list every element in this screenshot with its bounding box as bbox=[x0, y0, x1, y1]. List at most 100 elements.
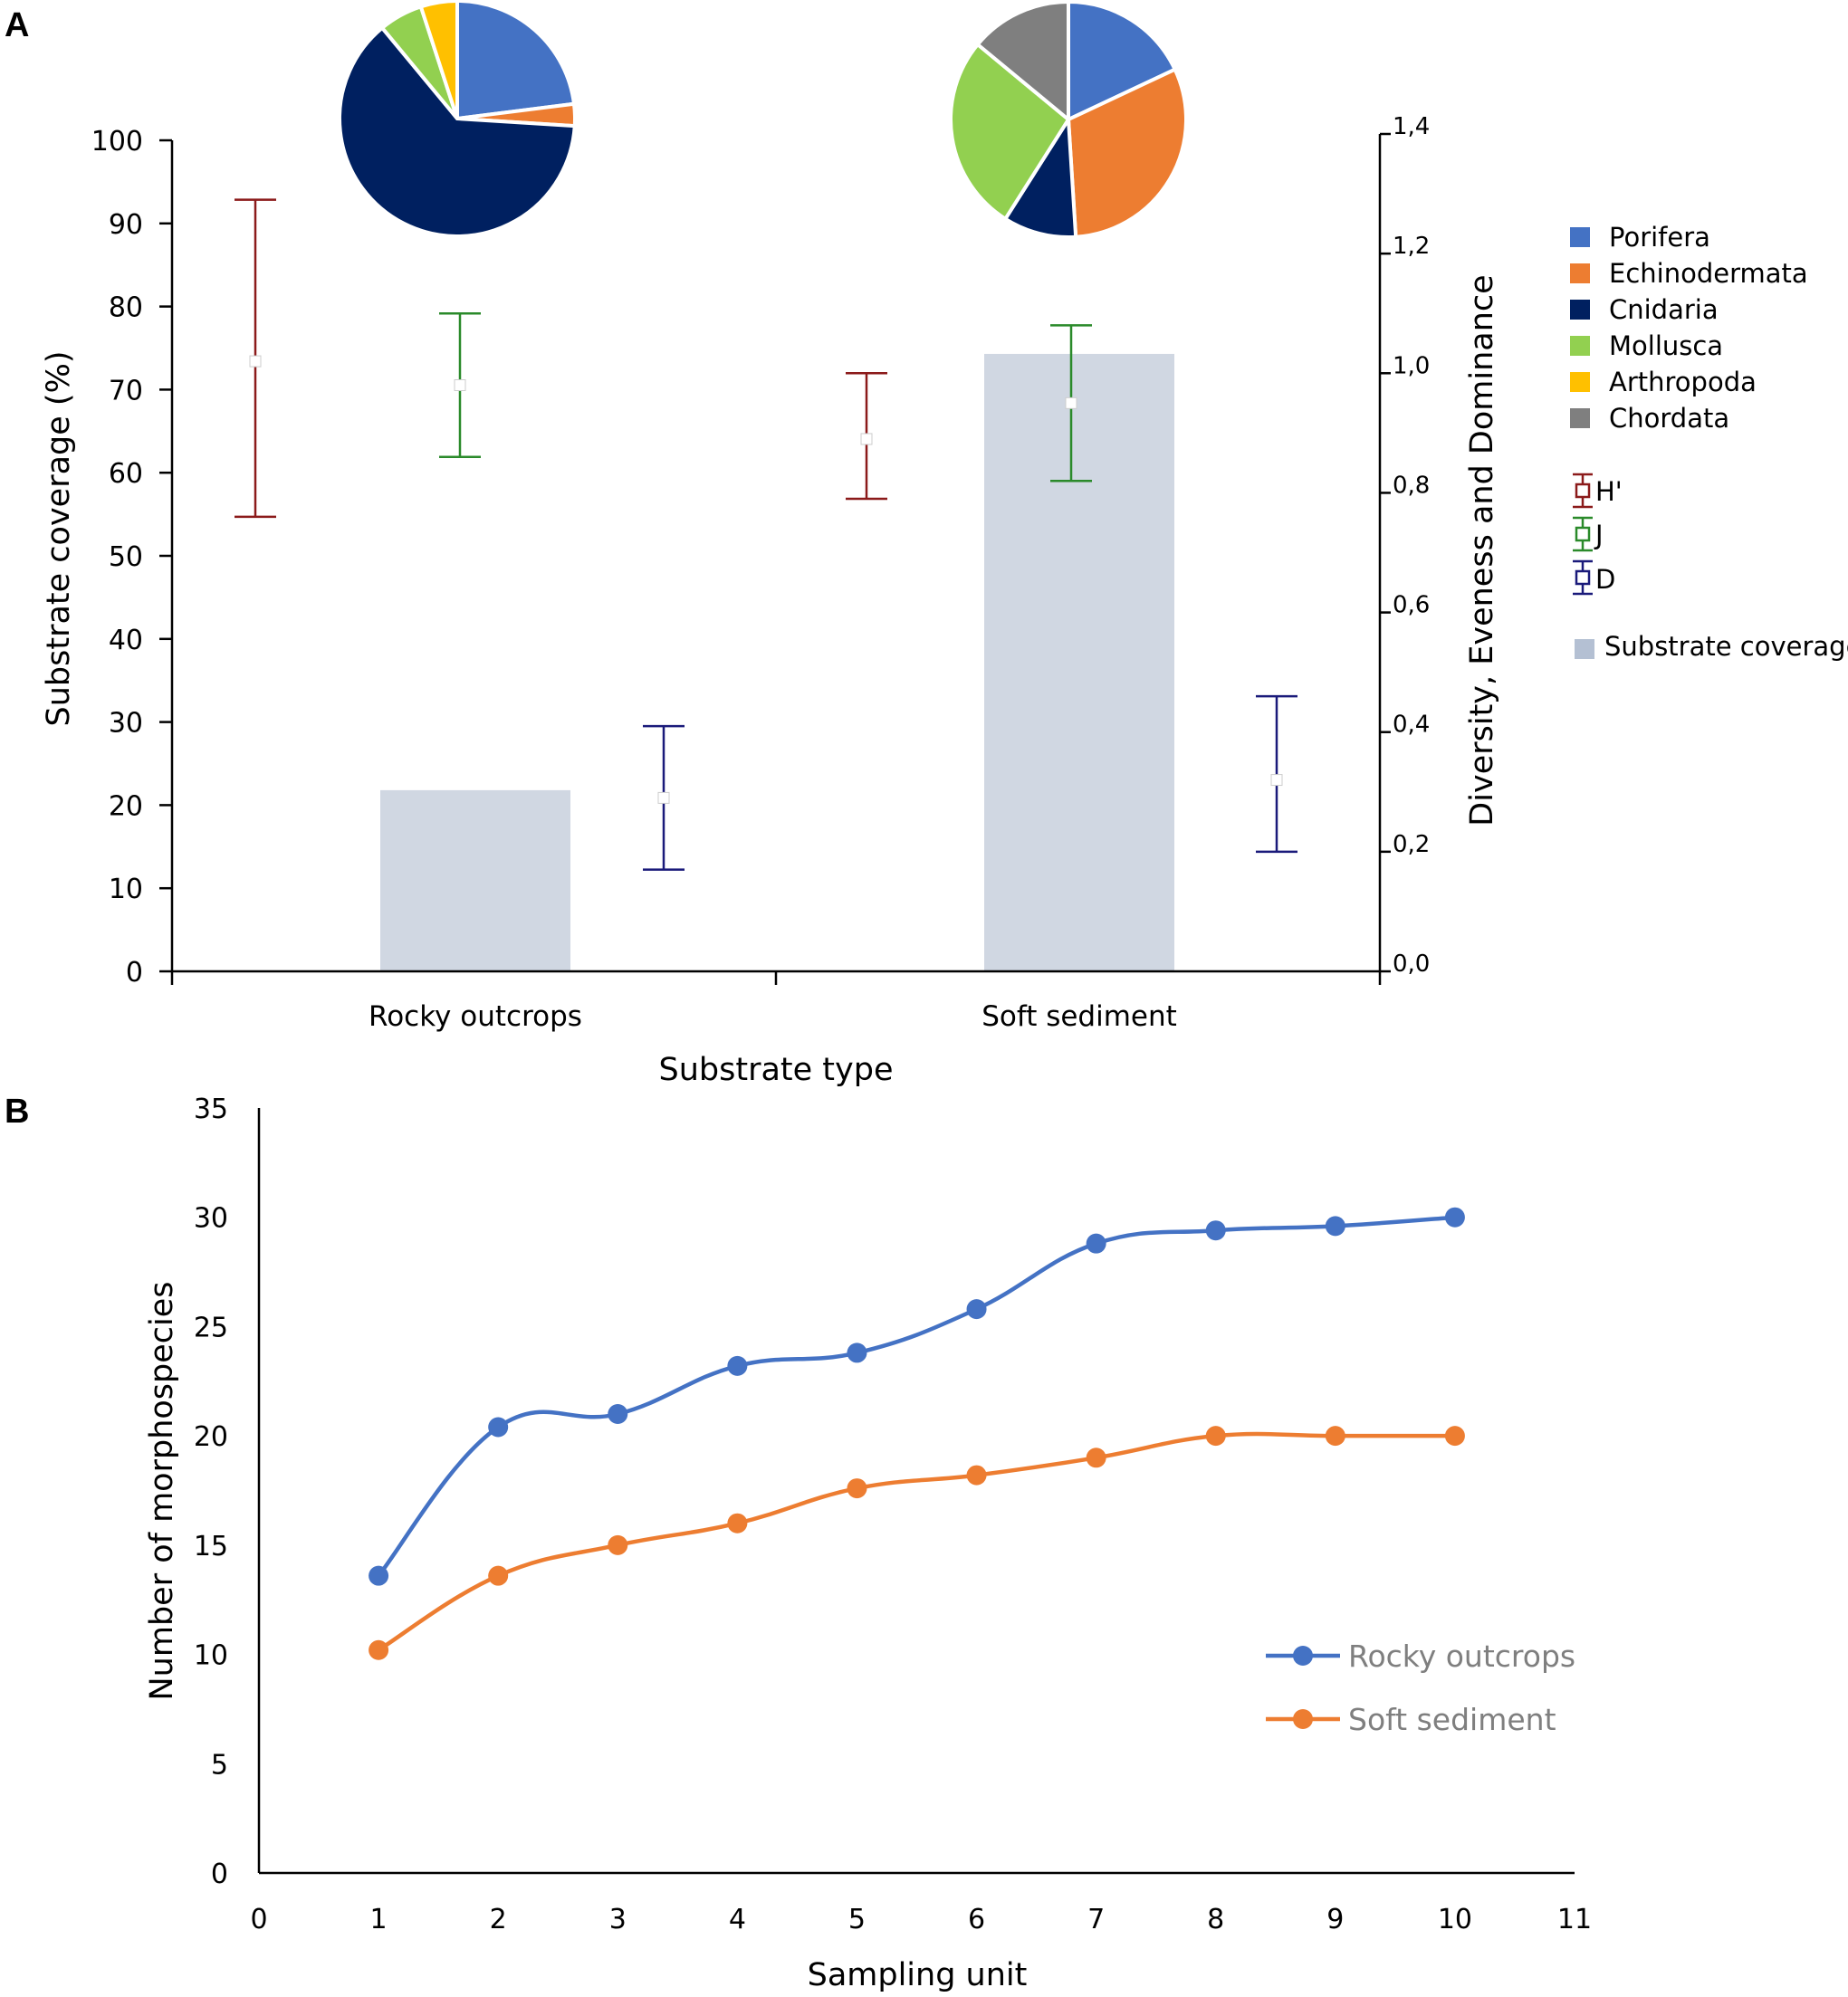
x-axis-title-a: Substrate type bbox=[659, 1052, 894, 1088]
point-rocky-outcrops bbox=[369, 1565, 389, 1586]
pie-slice-porifera bbox=[1067, 0, 1178, 123]
legend-label-j: J bbox=[1594, 520, 1604, 550]
point-soft-sediment bbox=[1205, 1426, 1226, 1447]
legend-item-porifera: Porifera bbox=[1570, 222, 1710, 253]
point-soft-sediment bbox=[369, 1639, 389, 1660]
b-y-tick-label: 30 bbox=[194, 1203, 228, 1235]
line-soft-sediment bbox=[377, 1431, 1455, 1652]
legend-label: Arthropoda bbox=[1609, 367, 1757, 397]
point-rocky-outcrops bbox=[1444, 1207, 1465, 1228]
b-x-tick-label: 3 bbox=[609, 1904, 627, 1935]
errorbar-h-rocky-outcrops bbox=[235, 198, 276, 519]
b-x-tick-label: 4 bbox=[729, 1904, 746, 1935]
errorbar-mean-marker bbox=[657, 791, 670, 804]
point-soft-sediment bbox=[1086, 1448, 1106, 1468]
legend-swatch bbox=[1570, 227, 1590, 247]
left-y-tick-label: 100 bbox=[91, 126, 143, 158]
point-rocky-outcrops bbox=[1205, 1220, 1226, 1241]
left-y-ticks: 0 10 20 30 40 50 60 70 80 90 100 bbox=[91, 126, 172, 989]
legend-swatch bbox=[1570, 408, 1590, 428]
legend-label: Mollusca bbox=[1609, 330, 1723, 361]
left-y-tick-label: 50 bbox=[109, 541, 143, 573]
errorbar-j-soft-sediment bbox=[1050, 324, 1092, 483]
b-y-ticks: 0 5 10 15 20 25 30 35 bbox=[194, 1094, 228, 1890]
bar-rocky-outcrops bbox=[380, 789, 570, 971]
b-y-tick-label: 0 bbox=[211, 1858, 228, 1890]
point-rocky-outcrops bbox=[1086, 1233, 1106, 1254]
legend-soft-marker bbox=[1293, 1709, 1313, 1729]
b-y-tick-label: 25 bbox=[194, 1312, 228, 1343]
point-rocky-outcrops bbox=[847, 1342, 867, 1363]
legend-d-marker bbox=[1575, 569, 1591, 586]
point-soft-sediment bbox=[1325, 1426, 1345, 1447]
point-soft-sediment bbox=[608, 1534, 628, 1555]
point-rocky-outcrops bbox=[1325, 1216, 1345, 1237]
legend-item-j: J bbox=[1573, 516, 1604, 552]
point-soft-sediment bbox=[966, 1465, 987, 1486]
legend-item-h: H' bbox=[1573, 473, 1623, 509]
pie-legend: Porifera Echinodermata Cnidaria Mollusca Art… bbox=[1570, 222, 1808, 434]
legend-item-arthropoda: Arthropoda bbox=[1570, 367, 1757, 397]
legend-label: Cnidaria bbox=[1609, 294, 1719, 325]
panel-b-label: B bbox=[5, 1093, 29, 1131]
point-soft-sediment bbox=[488, 1565, 509, 1586]
legend-item-d: D bbox=[1573, 559, 1615, 596]
left-y-tick-label: 30 bbox=[109, 708, 143, 740]
left-y-tick-label: 90 bbox=[109, 209, 143, 241]
right-y-tick-label: 1,4 bbox=[1393, 113, 1430, 140]
b-x-tick-label: 9 bbox=[1326, 1904, 1344, 1935]
pie-slice-arthropoda bbox=[418, 0, 459, 119]
legend-substrate-swatch bbox=[1575, 639, 1594, 659]
pie-rocky-outcrops bbox=[338, 0, 577, 238]
left-y-tick-label: 40 bbox=[109, 625, 143, 656]
legend-label: Echinodermata bbox=[1609, 258, 1808, 289]
legend-rocky-marker bbox=[1293, 1646, 1313, 1666]
pie-slice-chordata bbox=[975, 0, 1070, 124]
b-y-tick-label: 20 bbox=[194, 1421, 228, 1453]
legend-item-echinodermata: Echinodermata bbox=[1570, 258, 1808, 289]
point-rocky-outcrops bbox=[608, 1404, 628, 1424]
pie-slice-mollusca bbox=[949, 42, 1071, 222]
point-soft-sediment bbox=[847, 1478, 867, 1499]
left-y-tick-label: 10 bbox=[109, 874, 143, 905]
b-x-tick-label: 11 bbox=[1557, 1904, 1592, 1935]
point-rocky-outcrops bbox=[488, 1417, 509, 1438]
point-rocky-outcrops bbox=[966, 1299, 987, 1320]
legend-h-marker bbox=[1575, 483, 1591, 499]
legend-item-cnidaria: Cnidaria bbox=[1570, 294, 1719, 325]
b-x-tick-label: 10 bbox=[1438, 1904, 1472, 1935]
errorbar-mean-marker bbox=[249, 355, 262, 368]
pie-soft-sediment bbox=[949, 0, 1188, 239]
b-x-tick-label: 5 bbox=[848, 1904, 866, 1935]
y-axis-title-b: Number of morphospecies bbox=[144, 1281, 180, 1700]
legend-swatch bbox=[1570, 263, 1590, 283]
right-y-tick-label: 0,8 bbox=[1393, 472, 1430, 499]
legend-item-chordata: Chordata bbox=[1570, 403, 1729, 434]
panel-a-plot: 0 10 20 30 40 50 60 70 80 90 100 0,0 0,2 0,4 0,6 0,8 1,… bbox=[41, 0, 1500, 1088]
errorbar-mean-marker bbox=[1270, 774, 1283, 787]
errorbar-h-soft-sediment bbox=[846, 372, 887, 501]
pie-slice-echinodermata bbox=[1066, 66, 1188, 239]
bar-soft-sediment bbox=[984, 353, 1174, 971]
legend-item-substrate-coverage: Substrate coverage bbox=[1575, 631, 1848, 662]
errorbar-d-soft-sediment bbox=[1256, 694, 1297, 854]
y-axis-title-left: Substrate coverage (%) bbox=[41, 351, 77, 727]
b-x-tick-label: 6 bbox=[968, 1904, 985, 1935]
legend-label: Porifera bbox=[1609, 222, 1710, 253]
right-y-tick-label: 0,6 bbox=[1393, 592, 1430, 619]
b-x-tick-label: 0 bbox=[250, 1904, 267, 1935]
right-y-tick-label: 1,0 bbox=[1393, 352, 1430, 379]
pie-slice-cnidaria bbox=[338, 25, 577, 238]
line-rocky-outcrops bbox=[377, 1215, 1456, 1578]
errorbar-mean-marker bbox=[454, 379, 466, 391]
legend-label-substrate-coverage: Substrate coverage bbox=[1604, 631, 1848, 662]
category-label-rocky-outcrops: Rocky outcrops bbox=[369, 1000, 582, 1033]
b-y-tick-label: 5 bbox=[211, 1749, 228, 1781]
legend-swatch bbox=[1570, 336, 1590, 356]
errorbar-d-rocky-outcrops bbox=[643, 724, 685, 871]
right-y-tick-label: 0,0 bbox=[1393, 951, 1430, 978]
pie-slice-porifera bbox=[455, 0, 577, 121]
left-y-tick-label: 70 bbox=[109, 375, 143, 406]
b-x-tick-label: 2 bbox=[490, 1904, 507, 1935]
